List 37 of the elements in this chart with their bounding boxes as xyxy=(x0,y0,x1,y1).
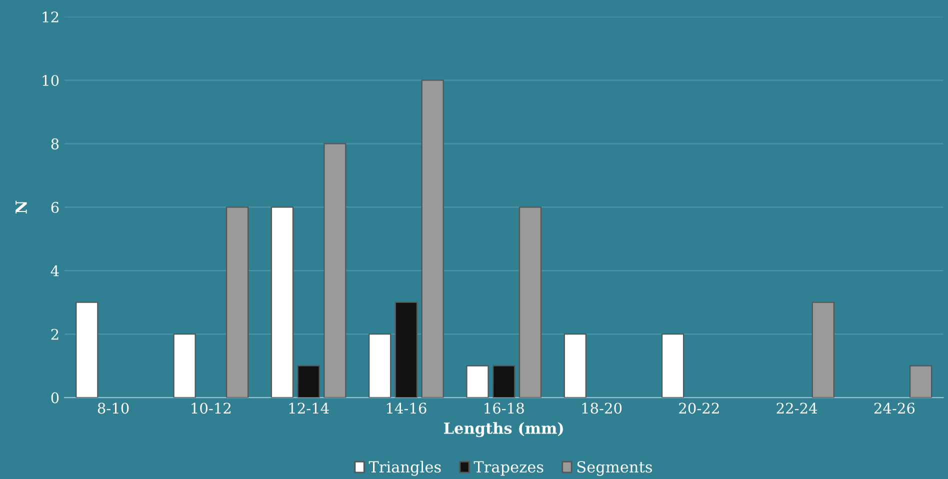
y-tick-label: 2 xyxy=(51,328,58,340)
y-tick-label: 0 xyxy=(51,392,59,404)
bar xyxy=(324,143,346,398)
bar xyxy=(421,80,444,398)
y-tick-label: 10 xyxy=(42,74,59,86)
bar xyxy=(394,302,418,398)
bar xyxy=(564,334,586,398)
x-axis-title: Lengths (mm) xyxy=(444,422,563,438)
legend-label: Segments xyxy=(577,461,652,476)
y-tick-label: 6 xyxy=(51,202,59,213)
bar xyxy=(297,365,320,398)
x-tick-label: 20-22 xyxy=(679,402,719,414)
x-tick-label: 24-26 xyxy=(874,402,915,414)
y-axis-title: N xyxy=(16,200,27,214)
x-tick-label: 12-14 xyxy=(289,402,329,414)
bar xyxy=(368,334,392,398)
bar xyxy=(466,365,489,398)
bar xyxy=(173,334,196,398)
x-tick-label: 14-16 xyxy=(386,402,426,414)
x-tick-label: 22-24 xyxy=(776,402,818,414)
bar xyxy=(910,365,932,398)
bar xyxy=(226,206,249,398)
x-tick-label: 18-20 xyxy=(582,402,622,414)
x-tick-label: 16-18 xyxy=(484,402,524,414)
bar xyxy=(492,365,516,398)
bar xyxy=(76,302,98,398)
y-tick-label: 12 xyxy=(42,11,58,22)
bar xyxy=(270,206,294,398)
bar xyxy=(812,302,834,398)
bar xyxy=(518,206,542,398)
bar xyxy=(661,334,684,398)
legend-label: Trapezes xyxy=(474,461,544,476)
y-tick-label: 8 xyxy=(51,138,59,150)
legend-label: Triangles xyxy=(368,460,441,476)
y-tick-label: 4 xyxy=(50,265,59,276)
x-tick-label: 8-10 xyxy=(98,402,129,414)
x-tick-label: 10-12 xyxy=(192,402,231,414)
